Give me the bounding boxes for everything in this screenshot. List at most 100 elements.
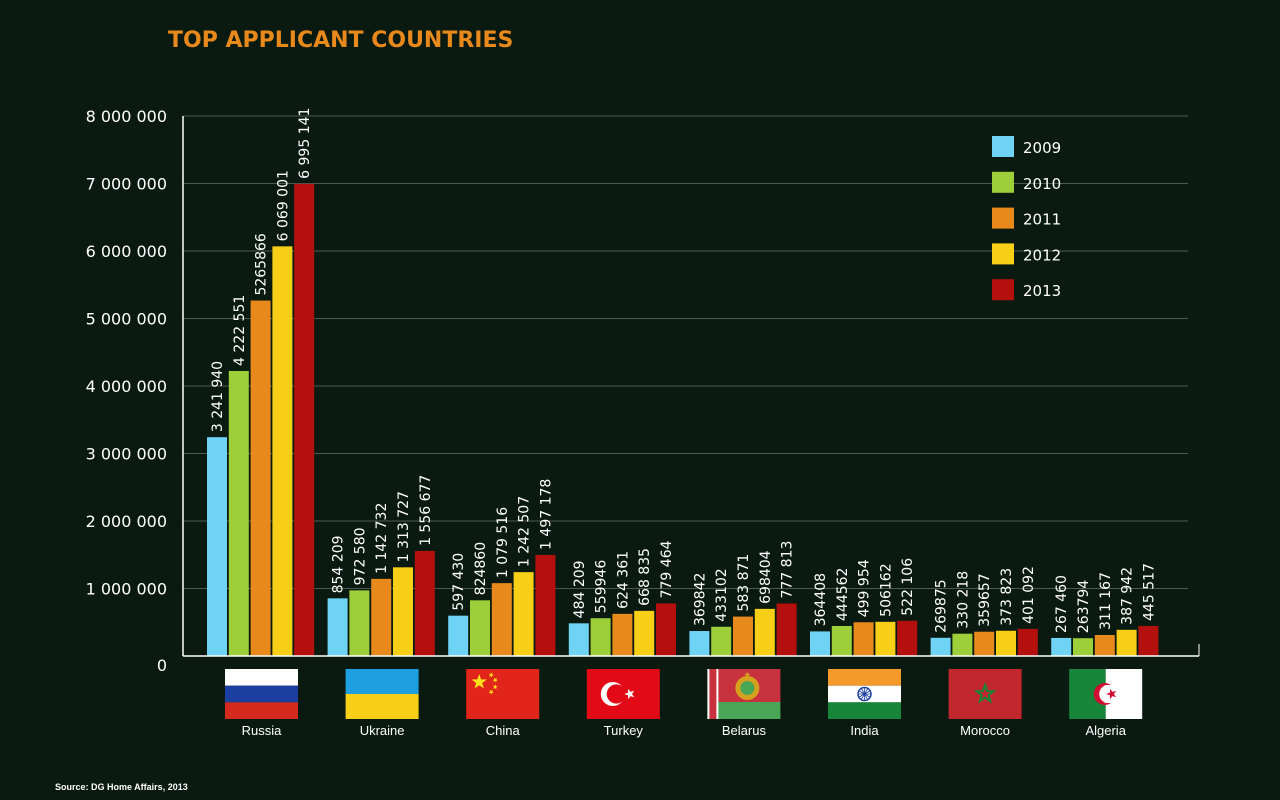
bar-morocco-2011: [974, 631, 995, 656]
y-tick-label: 5 000 000: [86, 310, 167, 329]
bar-russia-2009: [207, 437, 227, 656]
legend: 2009 2010 2011 2012 2013: [992, 136, 1061, 301]
data-label: 373 823: [999, 568, 1015, 626]
data-label: 263794: [1076, 580, 1092, 634]
category-label-turkey: Turkey: [604, 723, 644, 738]
data-label: 359657: [977, 573, 993, 626]
bar-russia-2010: [228, 370, 249, 656]
bar-india-2013: [897, 620, 918, 656]
bar-belarus-2009: [689, 631, 710, 656]
data-labels: 3 241 940 4 222 551 5265866 6 069 001 6 995 …: [210, 108, 1157, 634]
data-label: 269875: [934, 579, 950, 632]
data-label: 4 222 551: [232, 295, 248, 366]
data-label: 311 167: [1098, 572, 1114, 630]
bar-belarus-2013: [776, 603, 797, 656]
legend-label: 2013: [1023, 282, 1061, 300]
category-label-india: India: [850, 723, 879, 738]
y-tick-label: 8 000 000: [86, 107, 167, 126]
data-label: 499 954: [857, 559, 873, 617]
bar-algeria-2009: [1051, 637, 1072, 656]
data-label: 330 218: [955, 571, 971, 629]
data-label: 506162: [878, 563, 894, 616]
y-tick-label: 0: [157, 656, 167, 675]
y-tick-label: 7 000 000: [86, 175, 167, 194]
y-tick-label: 6 000 000: [86, 242, 167, 261]
data-label: 583 871: [736, 554, 752, 612]
bar-turkey-2010: [590, 618, 611, 656]
category-label-ukraine: Ukraine: [360, 723, 405, 738]
data-label: 522 106: [900, 558, 916, 616]
data-label: 1 142 732: [374, 503, 390, 574]
bar-china-2011: [491, 583, 512, 656]
flags: Russia Ukraine China Turkey Belarus India Moro…: [225, 669, 1143, 738]
y-tick-label: 3 000 000: [86, 445, 167, 464]
bar-morocco-2013: [1017, 628, 1038, 656]
axes: [182, 116, 1200, 657]
bar-china-2010: [470, 600, 490, 656]
data-label: 779 464: [659, 540, 675, 598]
data-label: 6 995 141: [297, 108, 313, 179]
data-label: 401 092: [1021, 566, 1037, 624]
data-label: 267 460: [1054, 575, 1070, 633]
y-tick-label: 2 000 000: [86, 512, 167, 531]
bar-ukraine-2009: [327, 598, 348, 656]
legend-label: 2011: [1023, 211, 1061, 229]
bar-algeria-2013: [1138, 625, 1159, 656]
bar-belarus-2012: [754, 608, 775, 656]
source-note: Source: DG Home Affairs, 2013: [55, 782, 188, 792]
legend-label: 2010: [1023, 175, 1061, 193]
legend-label: 2009: [1023, 139, 1061, 157]
category-label-belarus: Belarus: [722, 723, 767, 738]
russia-flag-icon: [225, 669, 298, 719]
data-label: 597 430: [451, 553, 467, 611]
bar-belarus-2011: [733, 616, 753, 656]
legend-swatch-2011: [992, 207, 1014, 229]
bar-belarus-2010: [711, 626, 732, 656]
y-axis-ticks: 0 1 000 000 2 000 000 3 000 000 4 000 000 5 0…: [86, 107, 167, 675]
legend-swatch-2012: [992, 243, 1014, 265]
bar-ukraine-2011: [371, 578, 392, 656]
gridlines: [183, 115, 1188, 589]
bar-ukraine-2013: [414, 550, 435, 656]
legend-swatch-2013: [992, 279, 1014, 301]
bar-turkey-2013: [656, 603, 676, 656]
data-label: 777 813: [780, 541, 796, 599]
data-label: 6 069 001: [275, 170, 291, 241]
bar-india-2012: [875, 621, 896, 656]
bar-russia-2012: [272, 246, 293, 656]
category-label-algeria: Algeria: [1085, 723, 1126, 738]
data-label: 445 517: [1141, 563, 1157, 621]
bar-india-2009: [810, 631, 830, 656]
data-label: 484 209: [572, 560, 588, 618]
ukraine-flag-icon: [345, 669, 419, 719]
data-label: 1 556 677: [418, 475, 434, 546]
data-label: 5265866: [254, 233, 270, 295]
chart-title: TOP APPLICANT COUNTRIES: [168, 28, 513, 53]
bar-india-2010: [831, 625, 852, 656]
y-tick-label: 4 000 000: [86, 377, 167, 396]
bar-china-2009: [448, 615, 469, 656]
bars: [207, 183, 1159, 656]
category-label-morocco: Morocco: [960, 723, 1010, 738]
bar-algeria-2010: [1073, 638, 1093, 656]
data-label: 433102: [714, 568, 730, 621]
data-label: 1 313 727: [396, 491, 412, 562]
bar-turkey-2012: [634, 610, 655, 656]
bar-china-2013: [535, 554, 556, 656]
china-flag-icon: [466, 669, 540, 719]
y-tick-label: 1 000 000: [86, 580, 167, 599]
legend-swatch-2009: [992, 136, 1014, 157]
bar-russia-2013: [294, 183, 315, 656]
bar-ukraine-2010: [349, 590, 370, 656]
bar-algeria-2012: [1116, 629, 1137, 656]
legend-swatch-2010: [992, 171, 1014, 193]
bar-india-2011: [853, 622, 874, 656]
category-label-china: China: [486, 723, 521, 738]
bar-china-2012: [513, 572, 534, 656]
data-label: 369842: [692, 573, 708, 626]
bar-morocco-2012: [996, 630, 1016, 656]
data-label: 1 079 516: [495, 507, 511, 578]
algeria-flag-icon: [1069, 669, 1143, 719]
